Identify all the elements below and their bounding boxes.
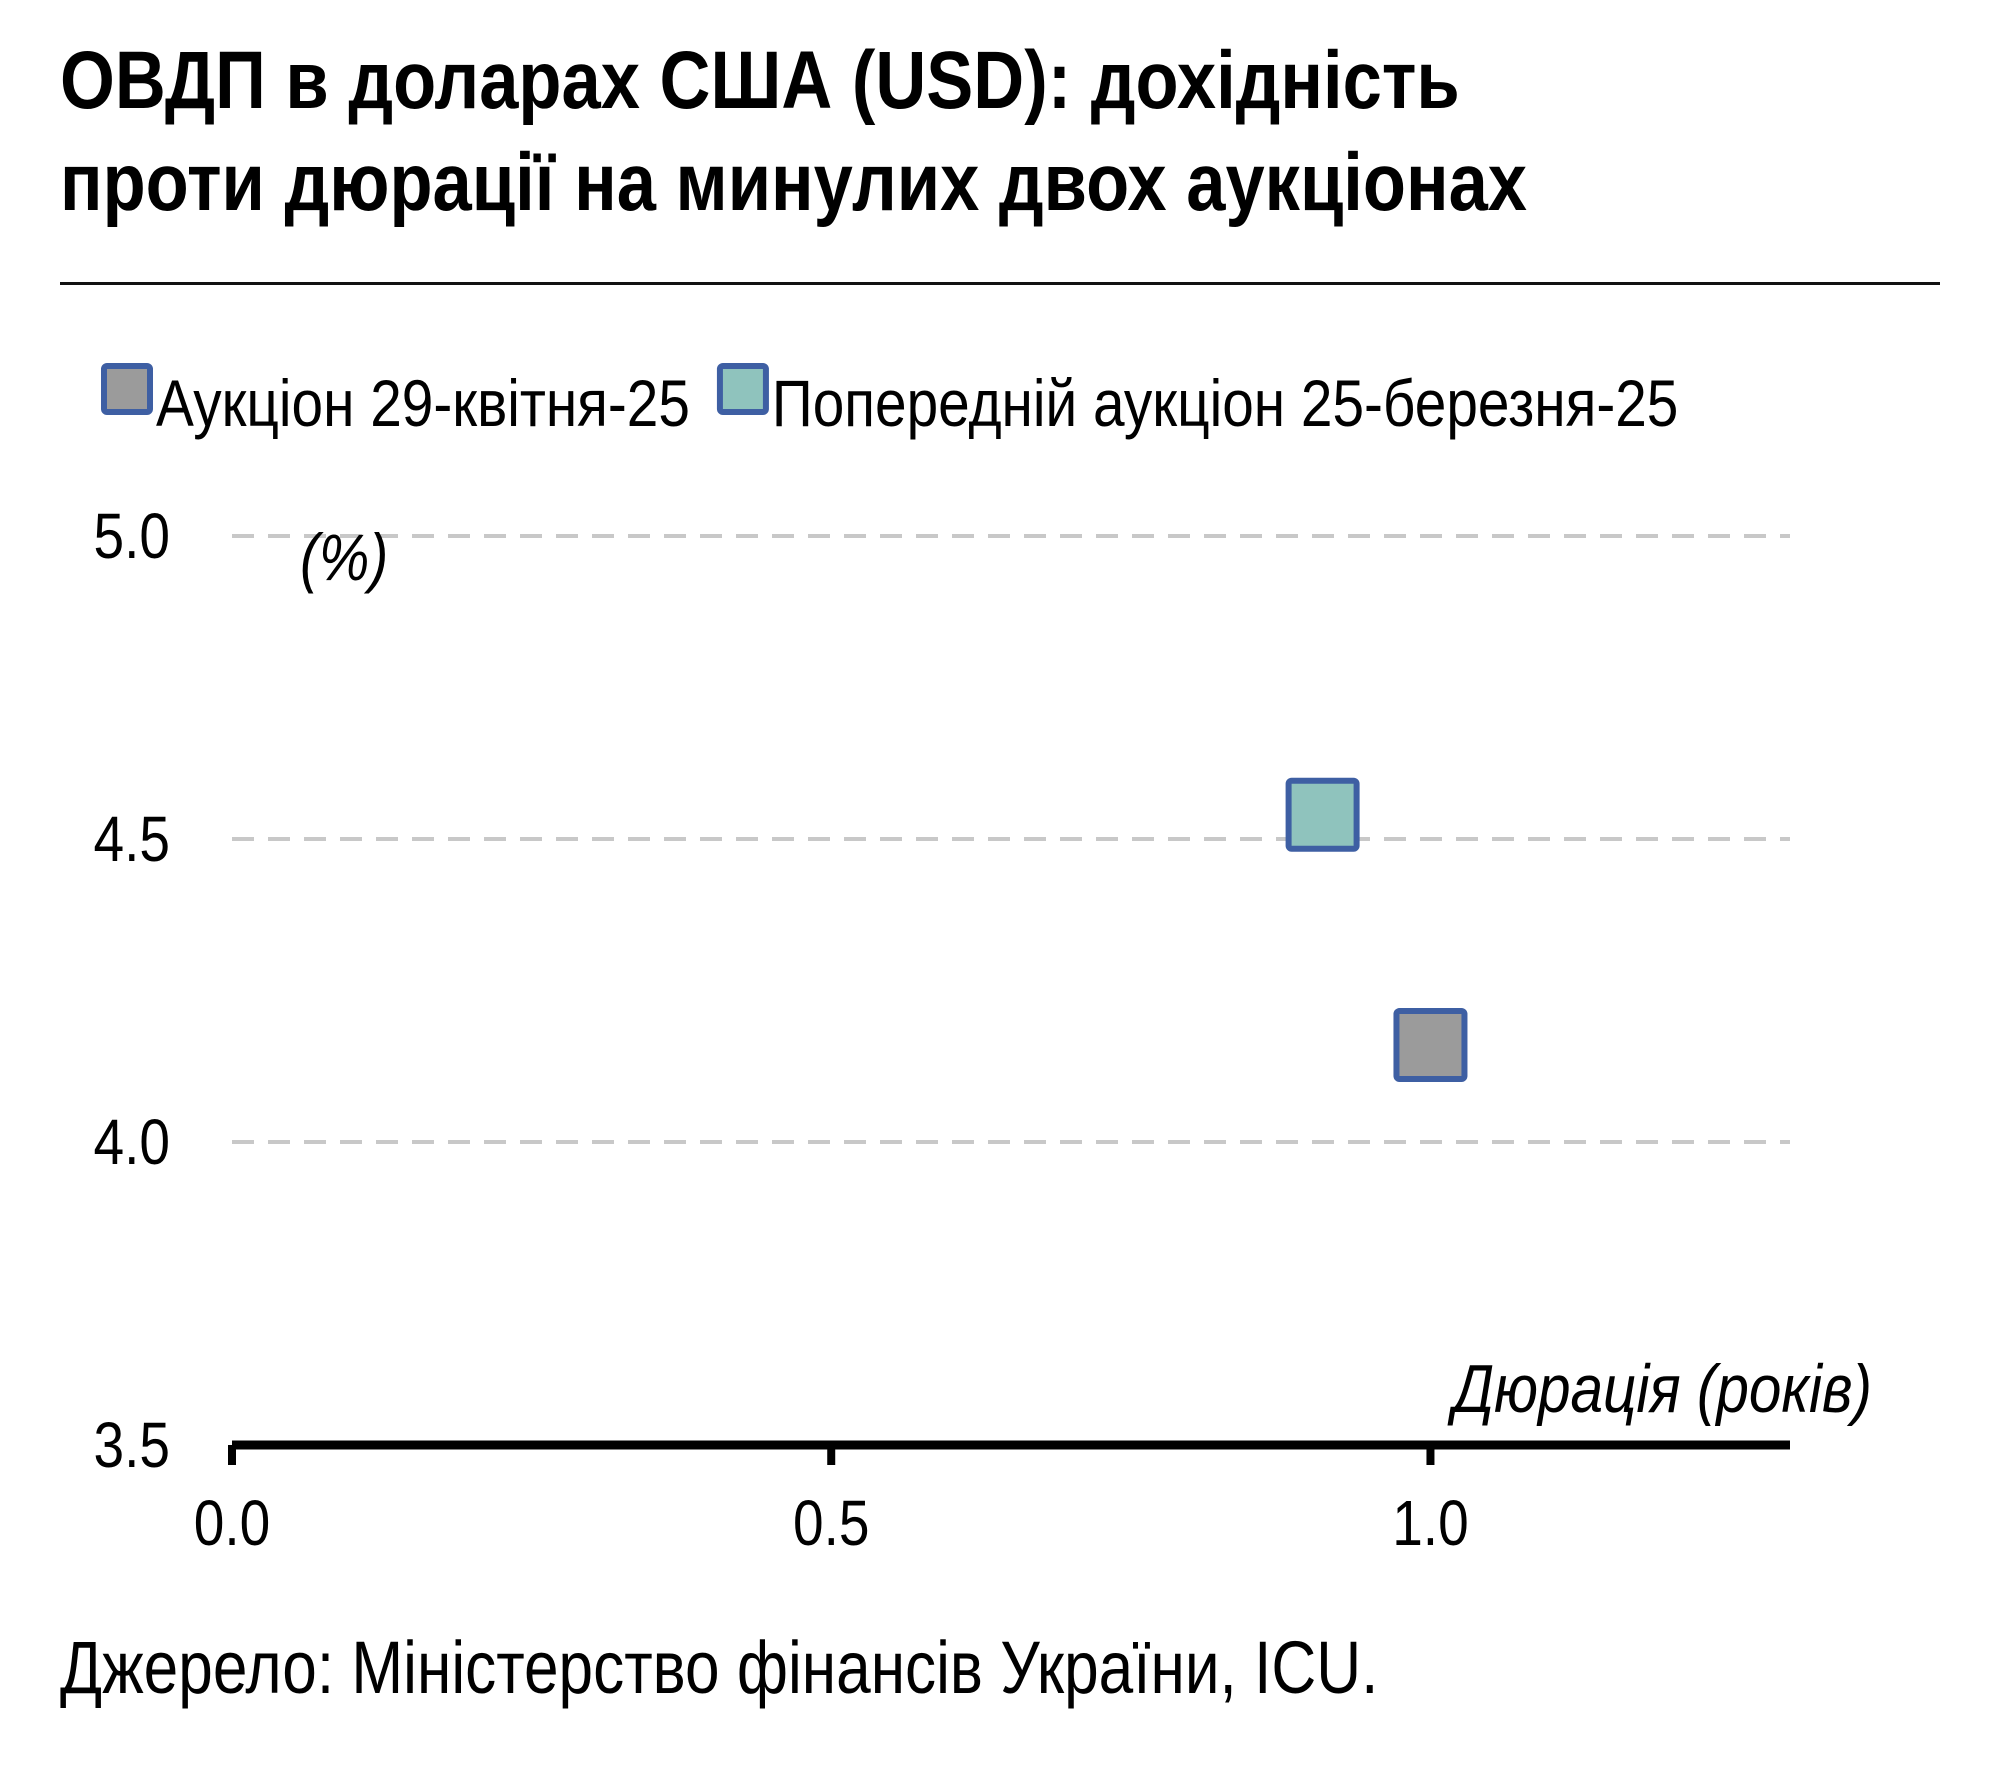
title-divider <box>60 282 1940 285</box>
y-tick-label: 4.5 <box>94 803 170 875</box>
y-tick-label: 3.5 <box>94 1409 170 1481</box>
legend-label: Аукціон 29-квітня-25 <box>156 367 690 441</box>
legend-swatch <box>101 363 153 415</box>
gridlines <box>232 534 1790 1144</box>
chart-title: ОВДП в доларах США (USD): дохідність про… <box>60 35 1528 228</box>
axis-labels: Дюрація (років) (%) <box>300 521 1872 1427</box>
legend-label: Попередній аукціон 25-березня-25 <box>772 367 1678 441</box>
y-axis-label: (%) <box>300 521 388 595</box>
x-tick-label: 0.0 <box>194 1487 270 1559</box>
x-tick-label: 1.0 <box>1392 1487 1468 1559</box>
legend-swatch <box>716 363 769 415</box>
data-point <box>1393 1008 1468 1083</box>
source-note: Джерело: Міністерство фінансів України, … <box>60 1626 1379 1709</box>
x-axis-label: Дюрація (років) <box>1447 1352 1872 1427</box>
legend: Аукціон 29-квітня-25 Попередній аукціон 2… <box>101 363 1678 441</box>
y-tick-label: 5.0 <box>94 500 170 572</box>
data-point <box>1285 777 1360 852</box>
x-tick-label: 0.5 <box>793 1487 869 1559</box>
y-tick-labels: 3.5 4.0 4.5 5.0 <box>94 500 170 1481</box>
y-tick-label: 4.0 <box>94 1106 170 1178</box>
x-axis: 0.0 0.5 1.0 <box>194 1440 1790 1559</box>
data-points <box>1285 777 1468 1083</box>
scatter-chart: Аукціон 29-квітня-25 Попередній аукціон 2… <box>94 363 1872 1559</box>
